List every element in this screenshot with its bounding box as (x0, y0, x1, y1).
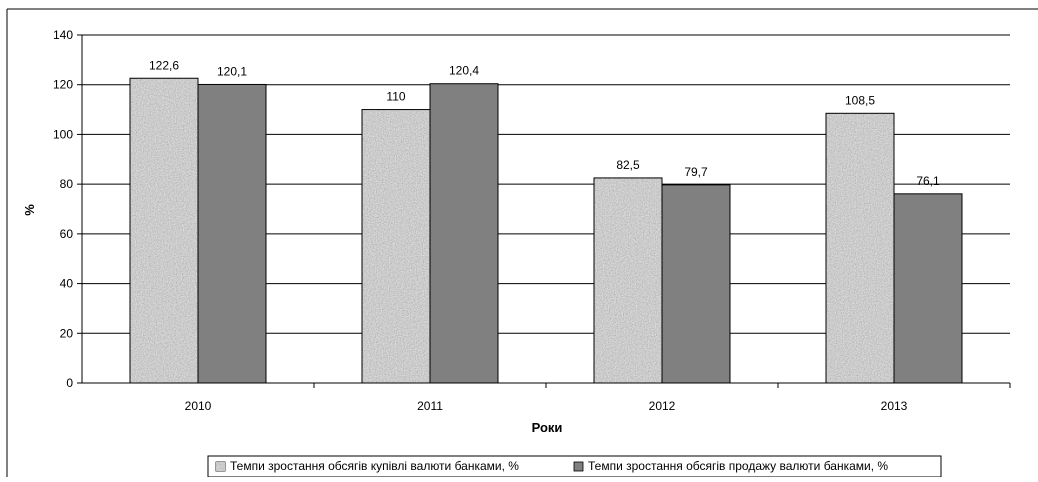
y-tick-label: 60 (60, 227, 74, 241)
data-label: 110 (386, 90, 405, 104)
bar-sale-2012 (662, 184, 730, 383)
data-label: 76,1 (916, 174, 940, 188)
y-axis-label: % (22, 204, 37, 216)
data-label: 79,7 (684, 165, 708, 179)
axes: 0 20 40 60 80 100 120 140 2010 2011 2012 2013 (53, 28, 1011, 413)
x-tick-label: 2013 (881, 399, 908, 413)
y-tick-label: 80 (60, 177, 74, 191)
y-tick-label: 120 (53, 78, 73, 92)
y-tick-label: 20 (60, 326, 74, 340)
bar-sale-2010 (198, 84, 266, 384)
x-tick-label: 2011 (417, 399, 443, 413)
bar-purchase-2013 (826, 113, 894, 384)
data-label: 122,6 (149, 58, 179, 72)
bars: 122,6 120,1 110 120,4 82,5 79,7 108,5 76,1 (129, 58, 963, 384)
legend-label-sale: Темпи зростання обсягів продажу валюти б… (588, 459, 888, 473)
legend-item-purchase: Темпи зростання обсягів купівлі валюти б… (215, 459, 519, 473)
y-tick-label: 140 (53, 28, 73, 42)
bar-purchase-2012 (594, 177, 662, 383)
data-label: 120,4 (449, 64, 479, 78)
bar-sale-2013 (894, 193, 962, 383)
bar-purchase-2010 (130, 78, 198, 383)
x-tick-label: 2012 (649, 399, 676, 413)
legend-item-sale: Темпи зростання обсягів продажу валюти б… (573, 459, 888, 473)
legend-swatch-sale (573, 461, 584, 472)
data-label: 120,1 (217, 64, 247, 78)
legend-label-purchase: Темпи зростання обсягів купівлі валюти б… (230, 459, 519, 473)
y-tick-label: 100 (53, 127, 73, 141)
x-axis-label: Роки (532, 420, 563, 435)
legend-swatch-purchase (216, 462, 225, 471)
data-label: 82,5 (616, 158, 640, 172)
y-tick-label: 40 (60, 277, 74, 291)
data-label: 108,5 (845, 93, 875, 107)
bar-purchase-2011 (362, 109, 430, 384)
bar-sale-2011 (430, 83, 498, 383)
legend: Темпи зростання обсягів купівлі валюти б… (207, 455, 942, 478)
y-tick-label: 0 (66, 376, 73, 390)
x-tick-label: 2010 (185, 399, 212, 413)
